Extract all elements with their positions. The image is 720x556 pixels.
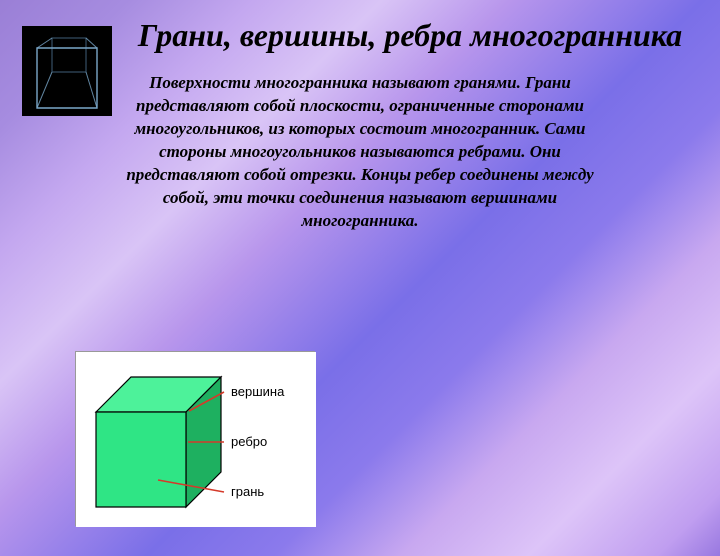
labeled-cube-svg: вершина ребро грань [76, 352, 316, 527]
wireframe-cube-svg [22, 26, 112, 116]
label-face: грань [231, 484, 264, 499]
label-edge: ребро [231, 434, 267, 449]
label-vertex: вершина [231, 384, 285, 399]
labeled-cube-diagram: вершина ребро грань [75, 351, 315, 526]
wireframe-cube-figure [22, 26, 112, 116]
body-paragraph: Поверхности многогранника называют граня… [120, 72, 600, 233]
page-title: Грани, вершины, ребра многогранника [120, 16, 700, 54]
